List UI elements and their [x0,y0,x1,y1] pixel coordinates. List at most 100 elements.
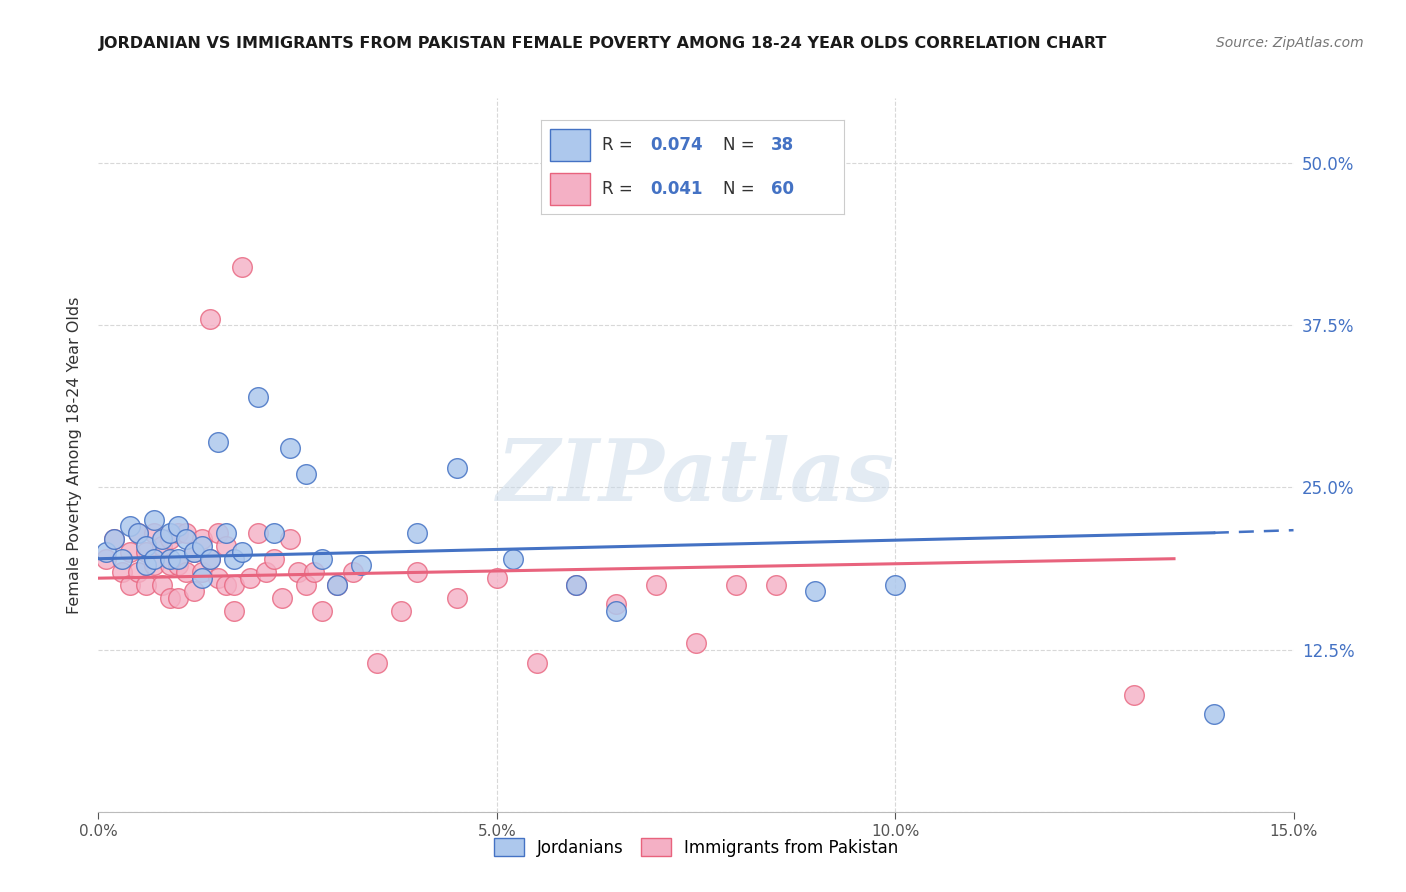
Point [215,539,238,553]
Point [565,577,588,591]
Point [198,551,221,566]
Text: 60: 60 [770,180,794,198]
Point [191,565,214,579]
Point [1202,707,1225,722]
Point [350,558,373,573]
Text: Source: ZipAtlas.com: Source: ZipAtlas.com [1216,36,1364,50]
Point [231,545,253,559]
Point [103,533,125,547]
Point [143,513,166,527]
Point [294,577,316,591]
Point [167,525,190,540]
Point [804,169,827,183]
Point [446,461,468,475]
Text: 38: 38 [770,136,794,153]
Point [246,525,269,540]
Point [174,565,197,579]
Point [1123,688,1146,702]
Point [326,577,349,591]
Point [278,533,301,547]
Point [685,636,707,650]
Point [804,584,827,599]
Point [485,571,508,585]
Point [198,311,221,326]
Text: R =: R = [602,180,638,198]
Point [143,558,166,573]
Point [311,551,333,566]
Point [215,525,238,540]
Point [406,565,429,579]
Point [239,571,262,585]
Point [191,539,214,553]
Point [111,551,134,566]
Point [246,390,269,404]
Point [311,604,333,618]
Point [127,525,149,540]
Point [127,525,149,540]
Point [215,577,238,591]
FancyBboxPatch shape [550,173,589,205]
Point [143,551,166,566]
Text: 0.041: 0.041 [650,180,703,198]
Point [406,525,429,540]
Point [120,519,142,533]
Point [96,551,118,566]
Text: N =: N = [723,180,759,198]
Point [231,260,253,274]
Point [127,565,149,579]
Point [143,525,166,540]
Point [222,604,245,618]
Point [287,565,309,579]
Point [302,565,325,579]
Text: ZIPatlas: ZIPatlas [496,434,896,518]
Point [278,442,301,456]
Point [605,597,627,611]
Point [207,434,229,449]
Point [342,565,364,579]
Point [270,591,292,605]
Point [183,545,205,559]
Point [174,525,197,540]
Point [167,519,190,533]
Point [198,551,221,566]
Point [446,591,468,605]
Text: R =: R = [602,136,638,153]
Point [111,565,134,579]
Point [183,584,205,599]
Point [167,558,190,573]
Point [159,533,181,547]
Text: 0.074: 0.074 [650,136,703,153]
Point [159,525,181,540]
Point [605,604,627,618]
Point [167,551,190,566]
Point [135,539,157,553]
Point [263,551,285,566]
Point [222,551,245,566]
Text: N =: N = [723,136,759,153]
Legend: Jordanians, Immigrants from Pakistan: Jordanians, Immigrants from Pakistan [494,838,898,857]
Point [191,533,214,547]
Point [526,656,548,670]
Point [135,577,157,591]
Point [207,571,229,585]
Point [120,545,142,559]
Point [645,577,668,591]
Point [183,545,205,559]
Point [294,467,316,482]
Point [565,577,588,591]
Point [167,591,190,605]
Point [159,591,181,605]
Point [174,533,197,547]
Point [150,533,173,547]
Point [389,604,412,618]
Point [207,525,229,540]
Point [159,558,181,573]
Point [159,551,181,566]
Point [366,656,388,670]
Point [103,533,125,547]
Point [135,545,157,559]
Point [120,577,142,591]
Point [222,577,245,591]
Point [135,558,157,573]
Y-axis label: Female Poverty Among 18-24 Year Olds: Female Poverty Among 18-24 Year Olds [67,296,83,614]
